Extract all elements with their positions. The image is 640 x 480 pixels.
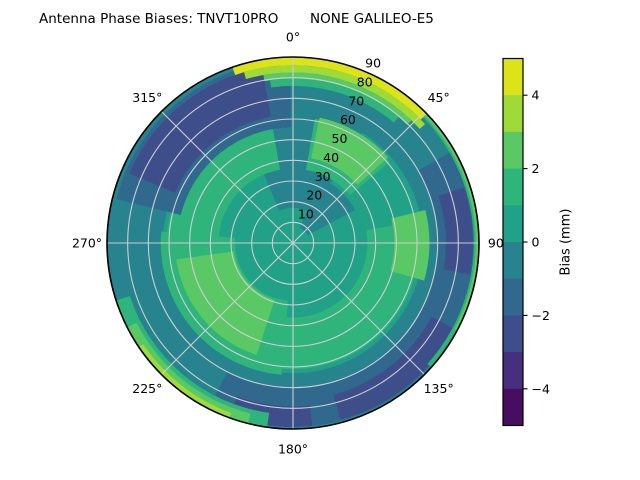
grid-spoke <box>292 111 425 244</box>
colorbar-band <box>503 352 523 390</box>
radial-tick-label: 30 <box>315 169 331 184</box>
angular-tick-label: 315° <box>132 90 162 105</box>
radial-tick-label: 80 <box>357 74 373 89</box>
angular-tick-label: 0° <box>286 30 300 45</box>
radial-tick-label: 20 <box>306 188 322 203</box>
angular-tick-label: 135° <box>424 381 454 396</box>
nw-blue-core <box>129 67 271 193</box>
colorbar: 4 2 0 −2 −4 Bias (mm) <box>502 57 574 427</box>
radial-tick-label: 40 <box>323 150 339 165</box>
colorbar-band <box>503 242 523 280</box>
radial-tick-label: 70 <box>348 93 364 108</box>
radial-tick-label: 50 <box>332 131 348 146</box>
north-under-yellow-3 <box>244 65 426 129</box>
east-lightgreen-blob <box>390 210 430 281</box>
se-blue-core <box>333 316 455 420</box>
radial-tick-label: 90 <box>365 56 381 71</box>
colorbar-band <box>503 95 523 133</box>
ne-center-teal-patch <box>299 178 356 236</box>
colorbar-tick-label: 2 <box>532 161 540 176</box>
sw-rim-green <box>116 296 270 428</box>
colorbar-band <box>503 168 523 206</box>
chart-title-right: NONE GALILEO-E5 <box>310 11 434 27</box>
chart-title: Antenna Phase Biases: TNVT10PRO NONE GALI… <box>39 11 434 27</box>
colorbar-band <box>503 131 523 169</box>
colorbar-band <box>503 388 523 426</box>
grid-spoke <box>161 242 294 375</box>
sw-lightgreen-comma <box>176 251 275 356</box>
radial-tick-label: 60 <box>340 112 356 127</box>
radial-tick-label: 10 <box>298 207 314 222</box>
plot-outline <box>106 56 480 430</box>
colorbar-axis-label: Bias (mm) <box>559 209 574 276</box>
angular-tick-label: 270° <box>72 236 102 251</box>
ene-teal-gap <box>349 161 418 231</box>
colorbar-band <box>503 58 523 96</box>
colorbar-band <box>503 205 523 243</box>
colorbar-tick-label: −4 <box>532 381 550 396</box>
colorbar-band <box>503 278 523 316</box>
nne-lightgreen-arc <box>311 117 389 185</box>
angular-tick-label: 45° <box>428 90 450 105</box>
colorbar-tick-label: 4 <box>532 88 540 103</box>
chart-title-left: Antenna Phase Biases: TNVT10PRO <box>39 11 278 27</box>
sw-rim-yellowgreen <box>138 344 232 418</box>
east-blue-core <box>438 187 473 275</box>
colorbar-tick-label: −2 <box>532 308 550 323</box>
north-yellow-rim <box>232 56 427 120</box>
north-under-yellow-2 <box>263 72 412 125</box>
colorbar-band <box>503 315 523 353</box>
polar-grid <box>106 56 480 430</box>
grid-spoke <box>292 242 425 375</box>
north-under-yellow-1 <box>270 78 399 123</box>
angular-tick-label: 225° <box>132 381 162 396</box>
sw-rim-bright <box>127 322 251 424</box>
angular-tick-label: 180° <box>278 442 308 457</box>
colorbar-tick-label: 0 <box>532 235 540 250</box>
grid-spoke <box>161 111 294 244</box>
